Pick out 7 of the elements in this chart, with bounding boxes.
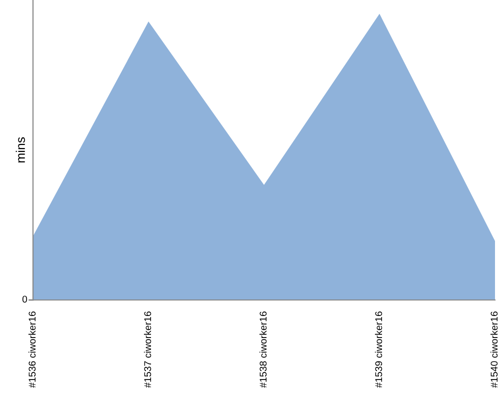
x-tick-label: #1537 ciworker16 bbox=[144, 312, 152, 388]
text: 0 bbox=[22, 296, 28, 303]
x-tick-label: #1536 ciworker16 bbox=[28, 312, 36, 388]
y-axis-title: mins bbox=[16, 137, 25, 162]
x-tick-label: #1538 ciworker16 bbox=[259, 312, 267, 388]
x-tick-label: #1540 ciworker16 bbox=[490, 312, 498, 388]
x-tick-label: #1539 ciworker16 bbox=[374, 312, 382, 388]
